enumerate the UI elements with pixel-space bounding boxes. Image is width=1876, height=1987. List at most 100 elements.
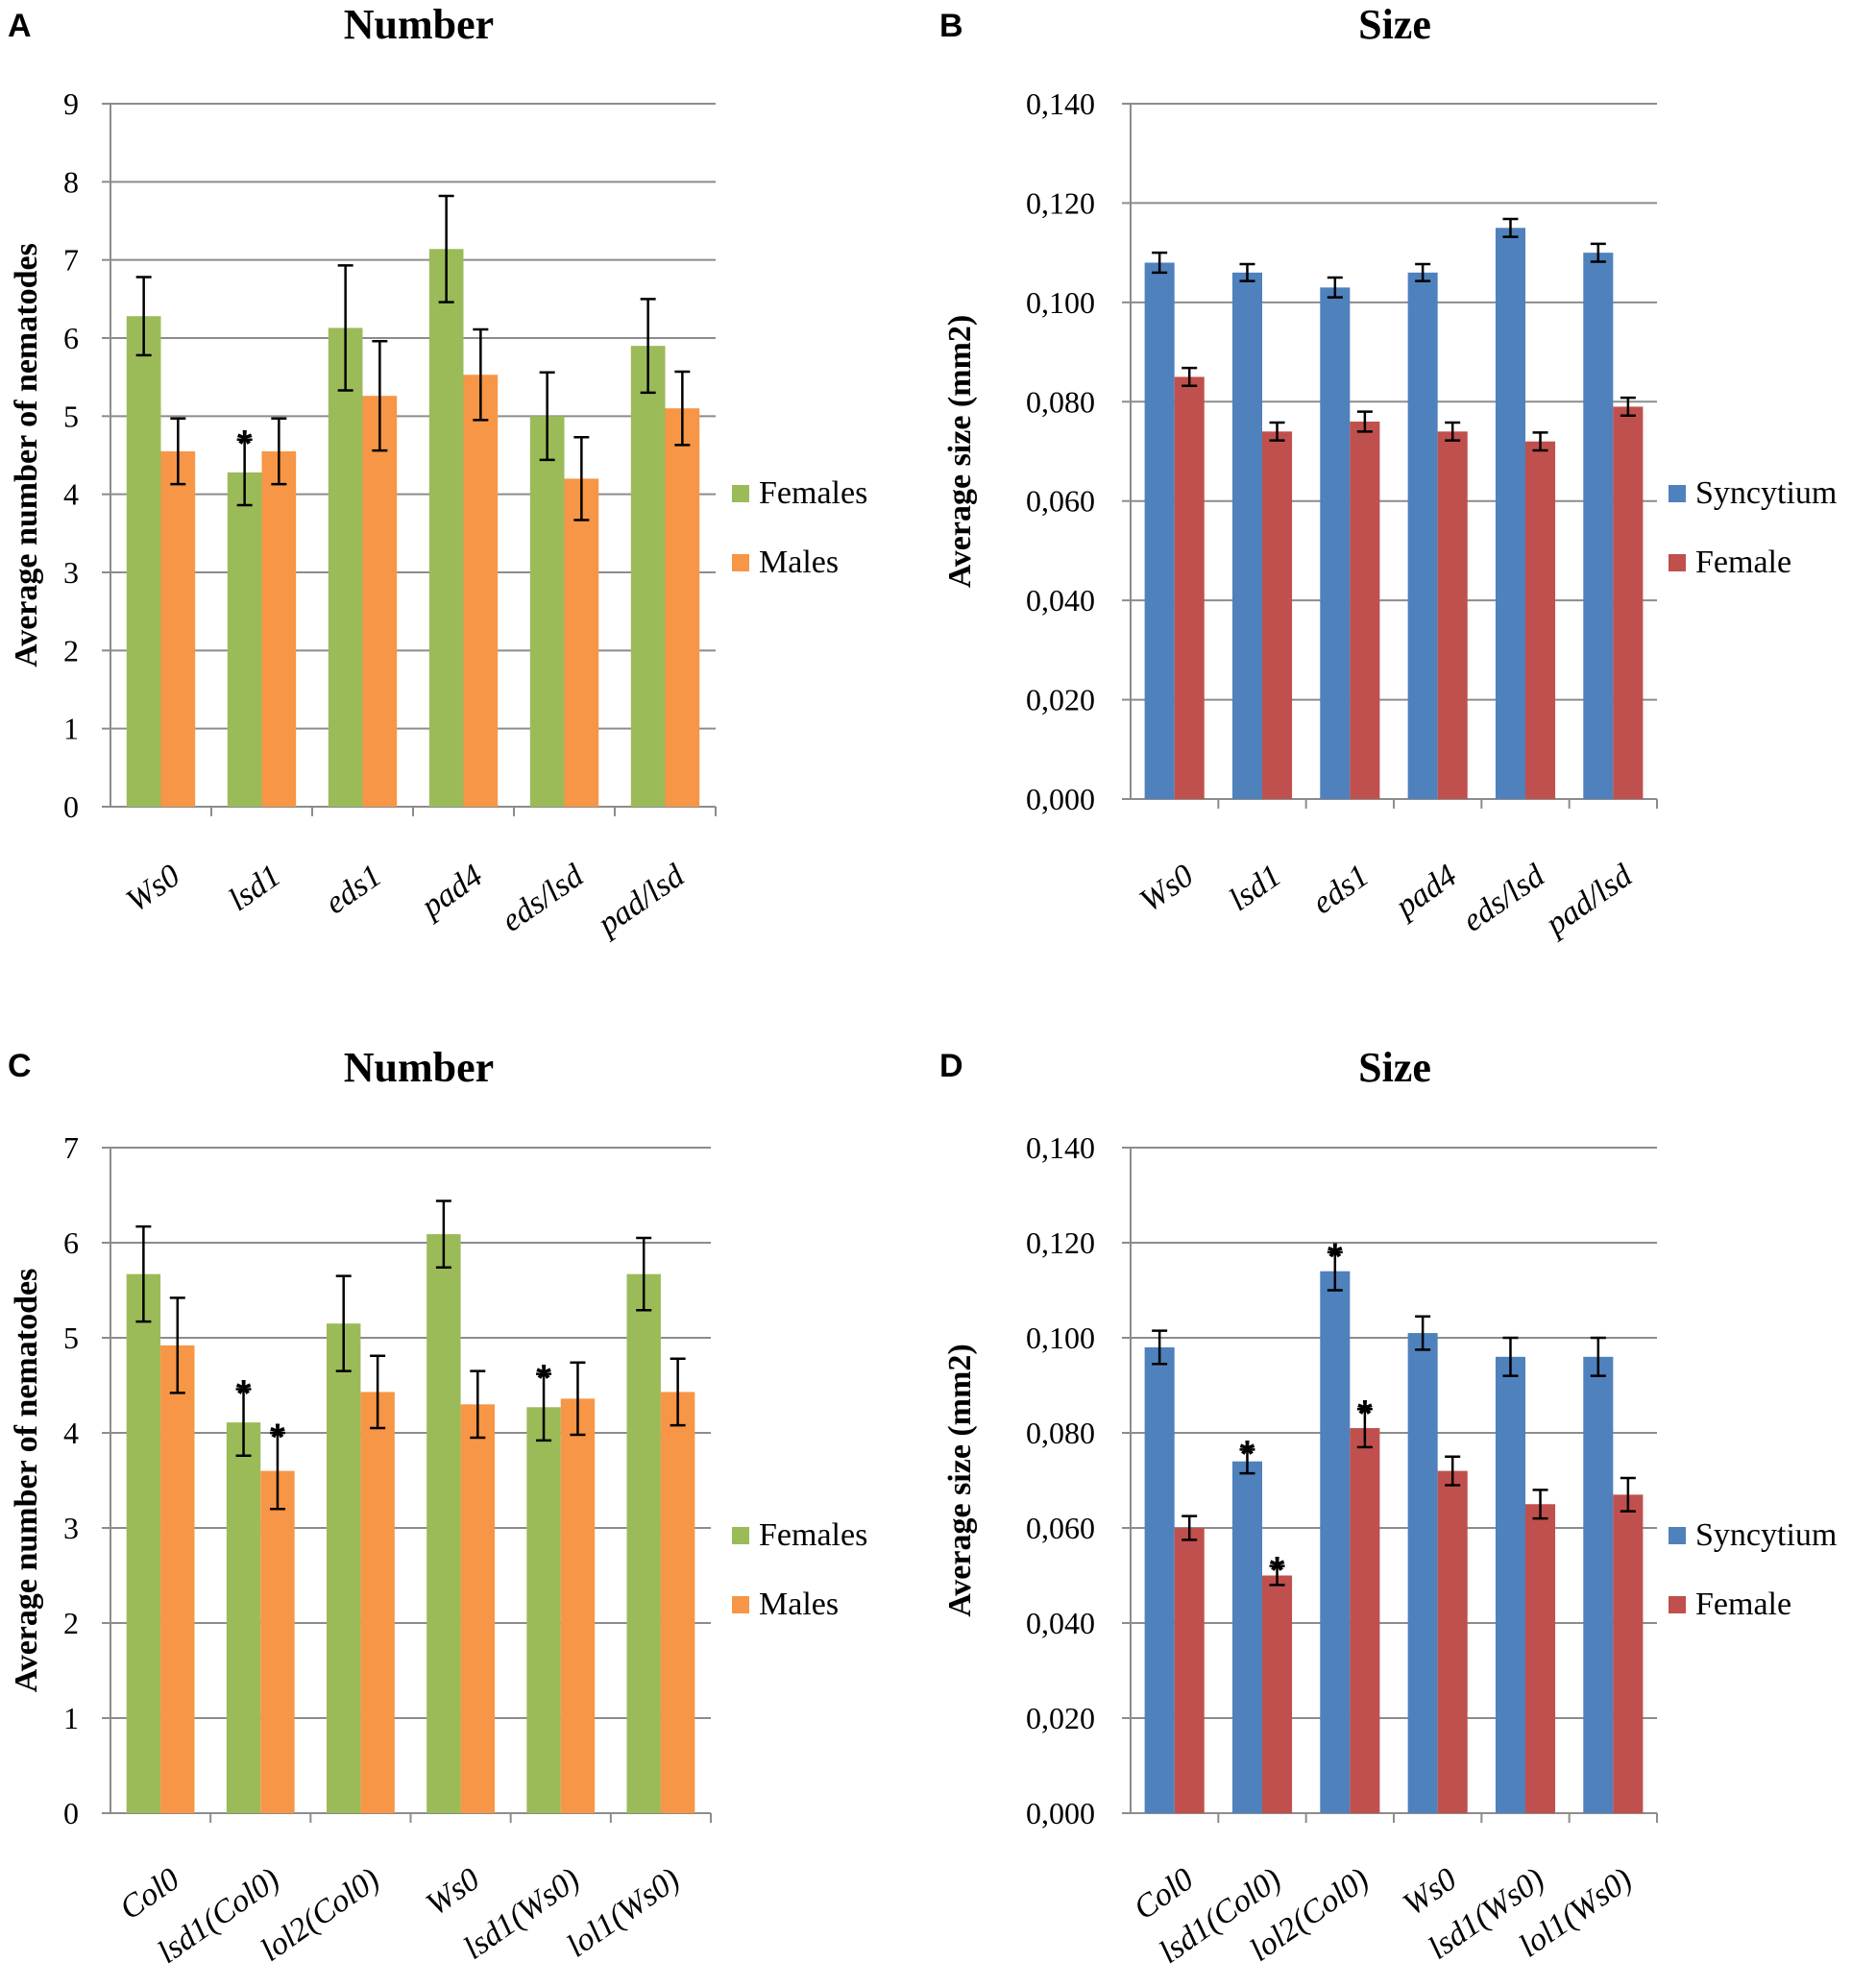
error-bar [1620,396,1636,418]
error-bar [573,436,590,521]
y-tick-label: 0,140 [1026,1130,1095,1165]
significance-star: * [237,424,253,466]
y-tick-label: 5 [63,1321,79,1355]
y-tick-label: 8 [63,164,79,199]
y-tick-label: 0,080 [1026,1416,1095,1450]
legend-label: Female [1695,1587,1791,1622]
chart-title: Size [1358,1,1431,48]
bar-female [1262,431,1293,799]
y-tick-label: 2 [63,633,79,667]
significance-star: * [1357,1393,1373,1435]
error-bar [674,370,691,447]
bar-female [1437,431,1468,799]
bar-syncytium [1583,253,1614,800]
error-bar [337,264,353,392]
x-category-label: eds1 [1306,858,1376,921]
error-bar [1415,262,1431,282]
error-bar [236,438,253,507]
error-bar [539,371,555,462]
significance-star: * [1328,1236,1343,1278]
bar-females [227,472,262,807]
legend-label: Syncytium [1695,1517,1837,1553]
significance-star: * [1270,1550,1285,1592]
chart-title: Number [344,1,494,48]
y-tick-label: 0,060 [1026,484,1095,519]
error-bar [536,1372,552,1442]
y-tick-label: 5 [63,399,79,433]
error-bar [1445,421,1461,442]
bar-female [1350,421,1380,799]
error-bar [135,276,152,357]
significance-star: * [1240,1433,1255,1475]
error-bar [1269,1564,1285,1587]
bar-males [360,1392,395,1813]
bar-syncytium [1495,1356,1525,1813]
x-category-label: Ws0 [120,858,186,919]
bar-female [1525,441,1556,799]
bar-males [261,450,297,807]
error-bar [670,1357,686,1427]
y-tick-label: 4 [63,477,79,512]
bar-males [463,375,499,807]
error-bar [1415,1315,1431,1351]
y-tick-label: 7 [63,243,79,278]
error-bar [1182,366,1198,387]
chart-title: Size [1358,1044,1431,1091]
y-tick-label: 0,080 [1026,384,1095,419]
error-bar [1356,410,1373,433]
legend-label: Syncytium [1695,475,1837,511]
y-tick-label: 0,120 [1026,1225,1095,1260]
x-category-label: Ws0 [1397,1861,1463,1923]
error-bar [135,1224,152,1323]
y-tick-label: 0,140 [1026,86,1095,121]
legend-swatch-males [732,1596,749,1613]
legend-swatch-females [732,1527,749,1544]
bar-males [564,478,599,807]
y-tick-label: 6 [63,321,79,355]
x-category-label: lol1(Ws0) [560,1861,686,1964]
bar-males [260,1470,295,1813]
y-axis-title: Average size (mm2) [942,1344,978,1616]
bar-females [327,1323,361,1813]
error-bar [438,194,454,303]
bar-syncytium [1407,1333,1438,1813]
error-bar [1502,217,1519,238]
y-tick-label: 1 [63,712,79,746]
bar-syncytium [1231,1461,1262,1813]
bar-syncytium [1407,272,1438,799]
x-category-label: Col0 [113,1861,185,1926]
error-bar [570,1361,586,1437]
y-tick-label: 0,100 [1026,1321,1095,1355]
legend-label: Female [1695,545,1791,580]
error-bar [1532,431,1548,452]
y-tick-label: 0,020 [1026,683,1095,717]
error-bar [470,1369,486,1440]
y-tick-label: 2 [63,1606,79,1640]
panel-letter: C [8,1048,32,1084]
bar-females [328,327,363,807]
legend-swatch-female [1669,554,1686,571]
error-bar [1327,1250,1343,1292]
error-bar [1269,421,1285,442]
error-bar [269,1431,285,1511]
bar-female [1350,1428,1380,1813]
significance-star: * [270,1417,285,1459]
bar-syncytium [1144,1346,1175,1813]
error-bar [1590,242,1606,263]
bar-female [1174,1528,1205,1813]
x-category-label: lsd1 [1223,858,1288,918]
bar-female [1437,1470,1468,1813]
significance-star: * [536,1358,551,1400]
significance-star: * [236,1372,252,1415]
x-category-label: Ws0 [420,1861,486,1923]
error-bar [335,1274,352,1372]
chart-panel-a: A Number 0 1 2 3 4 5 6 7 8 9 Average number of nemat… [8,1,867,943]
error-bar [235,1388,252,1458]
y-tick-label: 9 [63,86,79,121]
error-bar [271,417,287,486]
error-bar [435,1199,451,1269]
bar-syncytium [1320,287,1351,799]
chart-panel-c: C Number 0 1 2 3 4 5 6 7 Average number of nematod… [8,1044,867,1971]
error-bar [1532,1489,1548,1520]
